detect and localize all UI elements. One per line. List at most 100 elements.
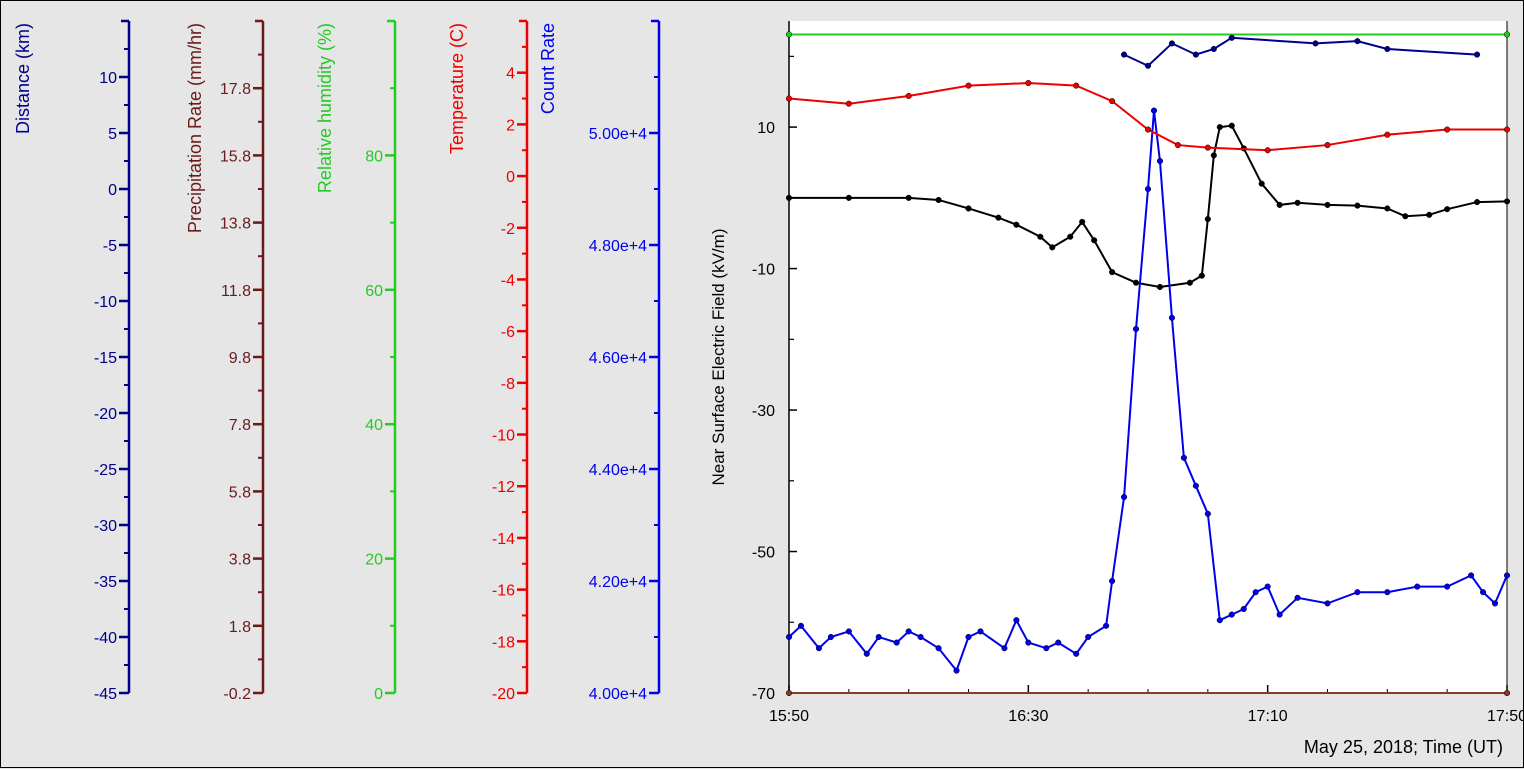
count-series [785,107,1511,674]
distance-axis: -45 -40 -35 -30 -25 -20 -15 -10 -5 0 5 10 Distance (… [13,19,131,703]
main-series [785,122,1511,291]
distance-point [1168,40,1175,47]
count-point [977,628,984,635]
main-point [1384,205,1391,212]
count-axis: 4.00e+4 4.20e+4 4.40e+4 4.60e+4 4.80e+4 5.00e… [538,19,661,703]
distance-point [1210,45,1217,53]
temp-axis-label: Temperature (C) [447,23,467,154]
temp-tick-label: -4 [501,272,515,289]
precip-axis: -0.2 1.8 3.8 5.8 7.8 9.8 11.8 13.8 15.8 17.8 Preci… [185,19,265,703]
distance-point [1354,38,1361,45]
temp-tick-label: -6 [501,324,515,341]
count-point [1156,157,1164,165]
distance-tick-label: -30 [94,518,117,535]
count-point [1276,611,1283,618]
temp-point [965,82,972,89]
main-point [995,214,1002,221]
distance-tick-label: -25 [94,462,117,479]
count-point [1204,510,1211,517]
precip-tick-label: -0.2 [223,686,251,703]
distance-point [1384,45,1391,53]
temp-point [1503,126,1511,133]
main-point [1109,269,1116,276]
count-tick-label: 5.00e+4 [589,126,647,143]
main-point [1444,206,1451,213]
count-point [1192,482,1199,489]
count-point [1444,583,1451,590]
main-point [785,194,793,201]
count-point [797,622,805,629]
distance-tick-label: -35 [94,574,117,591]
main-y-tick-label: -10 [752,262,775,279]
x-tick-label: 15:50 [769,708,809,725]
count-tick-label: 4.00e+4 [589,686,647,703]
main-point [1186,279,1193,286]
main-point [1198,272,1205,279]
humidity-tick-label: 40 [365,417,383,434]
humidity-point [1503,31,1511,38]
count-tick-label: 4.60e+4 [589,350,647,367]
distance-tick-label: -40 [94,630,117,647]
precip-tick-label: 11.8 [221,283,251,300]
main-point [1132,279,1140,286]
main-point [1354,202,1361,209]
humidity-point [785,31,793,38]
count-tick-label: 4.40e+4 [589,462,647,479]
count-point [1109,577,1116,585]
main-point [845,194,852,201]
count-point [1073,650,1080,657]
main-point [1156,283,1164,291]
distance-tick-label: -45 [94,686,117,703]
count-point [1228,611,1235,618]
humidity-axis-label: Relative humidity (%) [315,23,335,193]
count-point [1168,314,1175,321]
main-y-tick-label: 10 [757,120,775,137]
precip-series [785,689,1511,697]
x-tick-label: 16:30 [1008,708,1048,725]
main-point [1294,199,1301,206]
temp-point [1144,126,1152,133]
distance-point [1474,51,1481,58]
count-point [1491,600,1499,607]
distance-tick-label: 10 [99,70,117,87]
main-point [1503,198,1511,205]
distance-point [1121,51,1128,58]
count-point [785,633,793,641]
distance-tick-label: 5 [108,126,117,143]
count-point [893,639,900,646]
count-axis-label: Count Rate [538,23,558,114]
distance-tick-label: 0 [108,182,117,199]
plot-area [789,21,1507,693]
main-y-tick-label: -30 [752,403,775,420]
count-point [863,650,870,657]
temp-point [1073,82,1080,89]
temp-tick-label: -16 [492,583,515,600]
count-point [1264,583,1271,590]
count-point [1240,605,1247,613]
temp-tick-label: -2 [501,221,515,238]
temp-tick-label: 4 [506,66,515,83]
count-point [1150,107,1158,114]
precip-tick-label: 13.8 [220,216,251,233]
main-point [1216,124,1223,131]
count-point [1294,594,1301,601]
count-point [953,667,960,674]
main-point [1324,201,1331,208]
humidity-series [785,31,1511,38]
count-point [1013,617,1020,624]
main-point [1258,180,1265,187]
temp-axis: -20-18-16-14-12-10-8-6-4-2024Temperature… [447,19,529,703]
count-point [1354,589,1361,596]
main-point [1204,216,1211,223]
series-layer [785,31,1511,697]
temp-point [1324,142,1331,149]
precip-tick-label: 7.8 [229,417,251,434]
precip-tick-label: 5.8 [229,484,251,501]
distance-point [1144,62,1152,69]
temp-tick-label: -18 [492,634,515,651]
distance-series-line [1123,36,1478,67]
humidity-tick-label: 80 [365,148,383,165]
count-point [1180,454,1187,461]
main-point [1228,122,1235,129]
